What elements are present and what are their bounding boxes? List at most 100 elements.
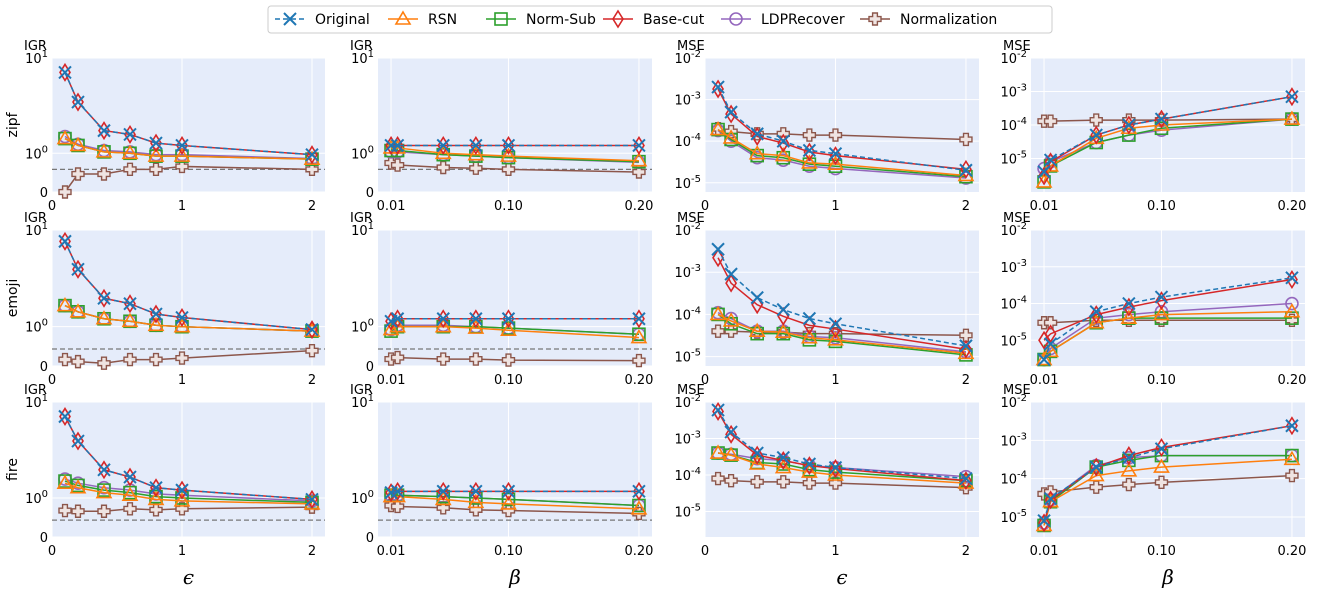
data-point: [1089, 113, 1103, 127]
data-point: [97, 504, 111, 518]
data-point: [123, 485, 137, 500]
data-point: [469, 161, 483, 175]
data-point: [71, 262, 85, 277]
series-original: [384, 484, 646, 500]
legend-item-original: Original: [275, 12, 370, 28]
legend-item-norm-sub: Norm-Sub: [486, 12, 596, 28]
legend-marker-plus: [868, 12, 882, 26]
data-point: [390, 138, 405, 153]
y-tick-label: 100: [25, 144, 48, 162]
x-tick-label: 2: [308, 199, 316, 214]
data-point: [1285, 419, 1299, 433]
data-point: [828, 317, 843, 331]
data-point: [390, 158, 405, 172]
plot-area: [52, 402, 325, 537]
data-point: [469, 149, 483, 163]
data-point: [802, 457, 817, 471]
data-point: [436, 484, 450, 499]
legend-marker-square: [494, 12, 508, 26]
data-point: [1089, 480, 1103, 494]
data-point: [630, 500, 648, 515]
y-axis-label: MSE: [677, 211, 705, 226]
data-point: [147, 490, 165, 506]
series-line: [64, 482, 313, 505]
y-axis-label: IGR: [24, 383, 47, 398]
y-tick-label: 10-2: [1000, 393, 1027, 411]
data-point: [1087, 314, 1105, 329]
data-point: [149, 136, 163, 150]
data-point: [750, 290, 764, 305]
panel-zipf-igr-eps: IGR zipf: [5, 39, 325, 199]
data-point: [828, 146, 843, 161]
data-point: [959, 132, 973, 147]
y-tick-label: 10-3: [1000, 431, 1027, 449]
y-tick-label: 100: [25, 318, 48, 336]
legend-item-base-cut: Base-cut: [603, 9, 705, 29]
data-point: [1089, 460, 1104, 474]
data-point: [1154, 112, 1169, 126]
panel-emoji-mse-beta: MSE: [1003, 211, 1305, 367]
data-point: [123, 162, 137, 177]
data-point: [390, 312, 405, 326]
y-tick-label: 10-5: [674, 174, 701, 192]
x-tick-label: 0.20: [1277, 199, 1306, 214]
row-label: fire: [5, 458, 21, 481]
y-axis-label: MSE: [1003, 39, 1031, 54]
data-point: [776, 134, 790, 148]
data-point: [632, 165, 646, 179]
data-point: [69, 136, 87, 152]
data-point: [776, 450, 790, 465]
data-point: [959, 471, 973, 486]
data-point: [1037, 513, 1051, 528]
x-tick-label: 2: [962, 544, 970, 559]
series-base-cut: [712, 79, 972, 179]
data-point: [500, 495, 517, 510]
data-point: [1154, 475, 1169, 490]
data-point: [305, 492, 319, 507]
data-point: [501, 150, 516, 165]
data-point: [56, 474, 74, 490]
data-point: [501, 484, 516, 499]
data-point: [709, 121, 727, 136]
data-point: [750, 127, 764, 141]
panel-zipf-mse-beta: MSE: [1003, 39, 1305, 192]
series-line: [717, 313, 967, 356]
data-point: [1122, 118, 1136, 132]
y-axis-label: MSE: [1003, 383, 1031, 398]
legend-label: Original: [315, 12, 370, 28]
plot-area: [52, 230, 325, 366]
y-axis-label: MSE: [1003, 211, 1031, 226]
y-tick-label: 101: [25, 49, 48, 67]
data-point: [1153, 458, 1170, 473]
data-point: [774, 147, 792, 162]
y-axis-label: IGR: [350, 39, 373, 54]
data-point: [776, 302, 790, 317]
data-point: [1285, 296, 1299, 311]
plot-area: [1031, 230, 1305, 366]
data-point: [95, 310, 113, 325]
data-point: [58, 409, 72, 424]
x-tick-label: 0.01: [377, 373, 406, 388]
x-tick-label: 1: [831, 544, 839, 559]
y-tick-label: 101: [25, 393, 48, 411]
y-tick-label: 10-3: [674, 263, 701, 281]
data-point: [149, 352, 163, 367]
data-point: [1285, 448, 1299, 463]
data-point: [774, 458, 792, 474]
data-point: [95, 143, 113, 158]
series-original: [711, 80, 973, 177]
y-tick-label: 0: [366, 360, 374, 375]
series-line: [717, 313, 967, 355]
data-point: [149, 503, 163, 517]
series-line: [717, 88, 967, 171]
data-point: [724, 132, 738, 147]
data-point: [175, 483, 189, 497]
series-normalization: [58, 343, 319, 370]
data-point: [123, 296, 137, 311]
data-point: [1286, 270, 1298, 290]
series-normalization: [58, 159, 319, 199]
data-point: [469, 138, 483, 153]
x-axis-label: ϵ: [836, 565, 847, 589]
y-tick-label: 0: [40, 531, 48, 546]
y-tick-label: 10-4: [674, 132, 701, 150]
